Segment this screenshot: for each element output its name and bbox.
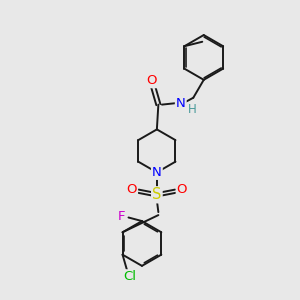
Text: Cl: Cl — [123, 270, 136, 283]
Text: O: O — [146, 74, 157, 87]
Text: O: O — [177, 183, 187, 196]
Text: N: N — [152, 166, 162, 179]
Text: H: H — [188, 103, 197, 116]
Text: F: F — [118, 210, 126, 224]
Text: S: S — [152, 187, 162, 202]
Text: N: N — [176, 97, 186, 110]
Text: O: O — [127, 183, 137, 196]
